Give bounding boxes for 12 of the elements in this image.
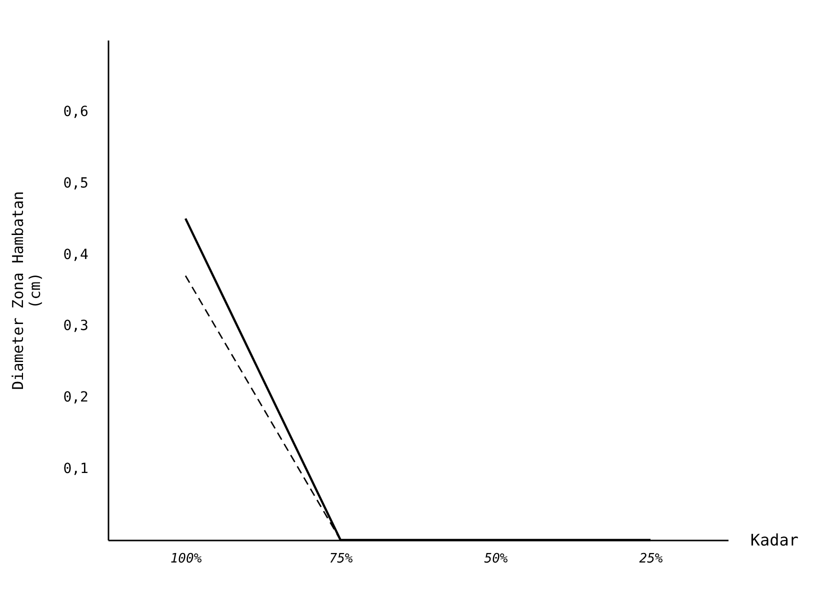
x-tick-label: 25% <box>639 552 663 566</box>
y-tick-label: 0,6 <box>63 104 88 120</box>
y-tick-label: 0,3 <box>63 318 88 334</box>
y-tick-label: 0,5 <box>63 175 88 192</box>
x-axis-title: Kadar <box>750 530 799 550</box>
y-tick-label: 0,4 <box>63 246 88 263</box>
x-tick-label: 50% <box>484 552 508 566</box>
x-tick-label: 75% <box>329 552 353 566</box>
x-tick-label: 100% <box>170 552 202 566</box>
y-tick-label: 0,2 <box>63 390 88 406</box>
y-axis-title: Diameter Zona Hambatan (cm) <box>9 191 44 390</box>
y-tick-label: 0,1 <box>63 461 88 478</box>
